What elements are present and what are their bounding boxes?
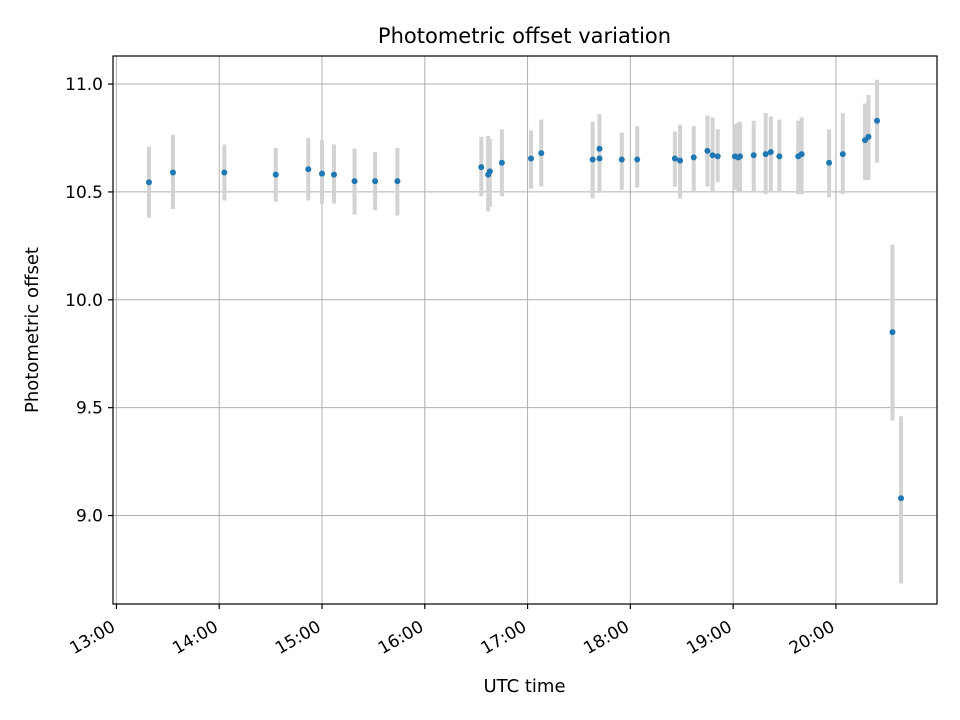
data-point: [596, 145, 603, 152]
data-point: [709, 152, 716, 159]
data-point: [538, 150, 545, 157]
data-point: [714, 153, 721, 160]
data-point: [351, 178, 358, 185]
y-tick-label: 9.5: [76, 399, 103, 419]
data-point: [762, 151, 769, 158]
data-point: [750, 152, 757, 159]
data-point: [394, 178, 401, 185]
data-point: [478, 164, 485, 171]
data-point: [618, 156, 625, 163]
data-point: [889, 329, 896, 336]
data-point: [330, 171, 337, 178]
plot-frame: [112, 55, 938, 605]
data-point: [145, 179, 152, 186]
data-point: [305, 166, 312, 173]
y-tick-label: 10.5: [65, 183, 103, 203]
data-point: [596, 155, 603, 162]
data-point: [736, 153, 743, 160]
data-point: [776, 153, 783, 160]
data-point: [372, 178, 379, 185]
data-point: [169, 169, 176, 176]
data-point: [498, 159, 505, 166]
data-point: [677, 157, 684, 164]
data-point: [589, 156, 596, 163]
data-point: [272, 171, 279, 178]
data-point: [865, 133, 872, 140]
y-axis-label: Photometric offset: [22, 247, 43, 413]
data-point: [221, 169, 228, 176]
data-point: [798, 151, 805, 158]
data-point: [527, 155, 534, 162]
data-point: [634, 156, 641, 163]
data-point: [690, 154, 697, 161]
data-point: [767, 149, 774, 156]
data-points: [145, 117, 905, 502]
grid-lines: [113, 56, 937, 604]
chart-title: Photometric offset variation: [378, 24, 671, 48]
data-point: [704, 147, 711, 154]
y-tick-label: 10.0: [65, 291, 103, 311]
data-point: [898, 495, 905, 502]
y-axis-ticks: 9.0 9.5 10.0 10.5 11.0: [65, 75, 113, 527]
y-tick-label: 9.0: [76, 507, 103, 527]
data-point: [671, 155, 678, 162]
x-axis-label: UTC time: [483, 676, 565, 697]
y-tick-label: 11.0: [65, 75, 103, 95]
data-point: [874, 117, 881, 124]
data-point: [839, 151, 846, 158]
data-point: [826, 159, 833, 166]
data-point: [318, 170, 325, 177]
data-point: [486, 168, 493, 175]
